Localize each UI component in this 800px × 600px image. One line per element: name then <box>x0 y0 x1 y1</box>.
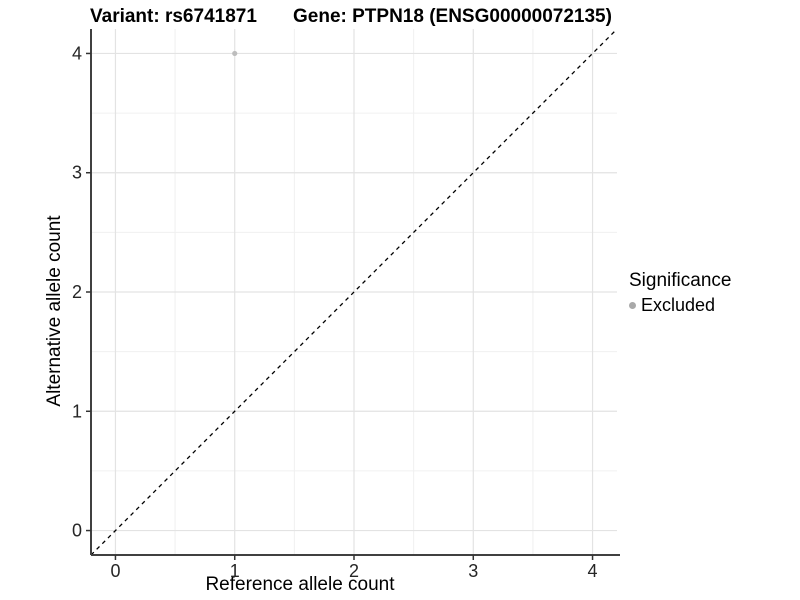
y-axis-tick-label: 2 <box>72 282 82 302</box>
x-axis-tick-label: 2 <box>349 561 359 581</box>
y-axis-tick-label: 3 <box>72 163 82 183</box>
y-axis-tick-label: 4 <box>72 43 82 63</box>
x-axis-tick-label: 4 <box>588 561 598 581</box>
plot-title-gene: Gene: PTPN18 (ENSG00000072135) <box>293 6 612 27</box>
legend: Significance Excluded <box>629 270 731 316</box>
legend-key-dot <box>629 302 636 309</box>
legend-item: Excluded <box>629 295 731 316</box>
plot-title-variant: Variant: rs6741871 <box>90 6 257 27</box>
x-axis-tick-label: 3 <box>468 561 478 581</box>
x-axis-title: Reference allele count <box>205 574 395 595</box>
y-axis-tick-label: 1 <box>72 401 82 421</box>
legend-item-label: Excluded <box>641 295 716 315</box>
x-axis-tick-label: 0 <box>110 561 120 581</box>
legend-items: Excluded <box>629 295 731 316</box>
x-axis-tick-label: 1 <box>230 561 240 581</box>
legend-title: Significance <box>629 270 732 291</box>
y-axis-tick-label: 0 <box>72 521 82 541</box>
data-point <box>232 50 238 57</box>
identity-line <box>90 28 618 556</box>
